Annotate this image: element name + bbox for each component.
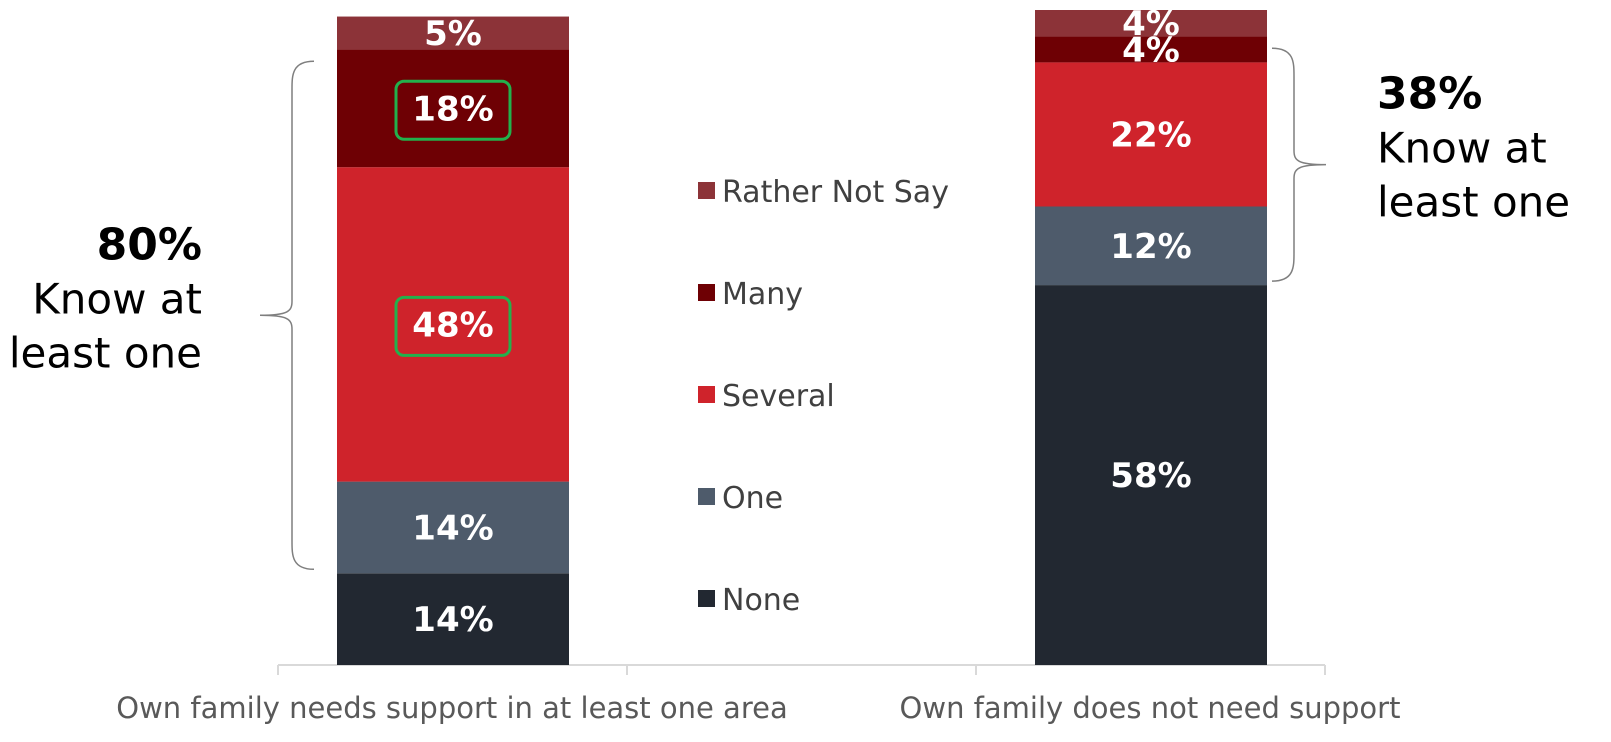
data-label: 12% [1110,227,1191,267]
data-label: 48% [412,305,493,345]
data-label: 18% [412,89,493,129]
bars [337,10,1267,665]
legend-label-many: Many [722,277,803,312]
legend-swatch-one [698,488,715,505]
bar-segment-several [1035,62,1267,207]
data-label: 5% [424,14,482,54]
highlight-box [394,295,512,357]
bar-segment-one [1035,206,1267,286]
x-axis [277,664,1326,675]
bar-segment-rather-not-say [337,16,569,50]
bar-segment-rather-not-say [1035,10,1267,37]
category-label: Own family needs support in at least one… [116,691,787,725]
category-labels: Own family needs support in at least one… [116,691,1400,725]
bar-segment-several [337,167,569,482]
legend-swatch-many [698,284,715,301]
annotation-text: Know at [1377,124,1547,173]
annotation-text: least one [9,328,202,377]
data-label: 22% [1110,115,1191,155]
annotation-text: Know at [32,274,202,323]
brace-right [1271,47,1327,282]
annotation-text: least one [1377,178,1570,227]
legend-swatch-several [698,386,715,403]
bar-segment-none [337,573,569,665]
category-label: Own family does not need support [900,691,1401,725]
data-label: 4% [1122,30,1180,70]
legend: Rather Not Say Many Several One None [698,175,949,618]
legend-label-rather-not-say: Rather Not Say [722,175,949,210]
brace-left [259,60,315,571]
annotation-percent: 38% [1377,69,1482,120]
annotation-percent: 80% [97,219,202,270]
legend-label-one: One [722,481,783,516]
legend-swatch-none [698,590,715,607]
data-label: 58% [1110,456,1191,496]
legend-label-several: Several [722,379,835,414]
data-label: 14% [412,508,493,548]
bar-segment-one [337,481,569,574]
data-labels: 14% 14% 48% 18% 5% 58% 12% 22% 4%4% [394,4,1192,640]
highlight-box [394,79,512,141]
data-label: 4% [1122,4,1180,44]
bar-segment-many [337,49,569,168]
legend-label-none: None [722,583,800,618]
legend-swatch-rather-not-say [698,182,715,199]
data-label: 14% [412,600,493,640]
bar-segment-none [1035,285,1267,665]
bar-segment-many [1035,36,1267,63]
